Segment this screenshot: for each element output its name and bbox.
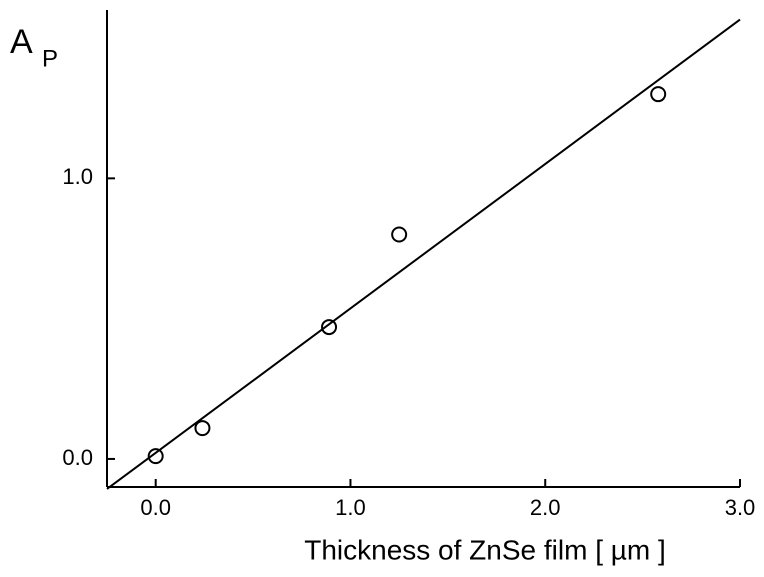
data-point — [391, 226, 408, 243]
fit-line — [106, 18, 741, 490]
y-axis-label-sub: P — [42, 45, 58, 72]
data-point — [650, 86, 667, 103]
x-tick-label: 1.0 — [335, 495, 366, 520]
x-tick-label: 0.0 — [140, 495, 171, 520]
data-point — [147, 448, 164, 465]
x-axis-label: Thickness of ZnSe film [ µm ] — [304, 534, 666, 565]
y-tick-label: 0.0 — [62, 445, 93, 470]
x-tick-label: 3.0 — [725, 495, 756, 520]
data-point — [321, 319, 338, 336]
data-point — [194, 420, 211, 437]
x-tick-label: 2.0 — [530, 495, 561, 520]
y-axis-label: A — [10, 23, 33, 61]
y-tick-label: 1.0 — [62, 164, 93, 189]
